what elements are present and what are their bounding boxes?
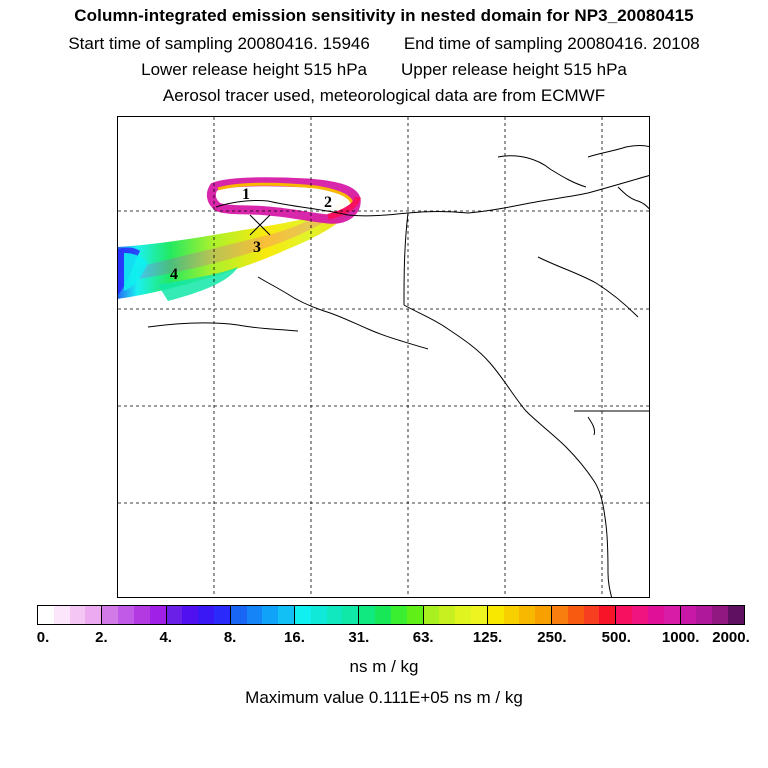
map-panel: 1 2 3 4: [117, 116, 650, 598]
colorbar-swatch: [439, 606, 456, 624]
colorbar-swatch: [712, 606, 728, 624]
colorbar-tick-label: 8.: [223, 629, 237, 646]
marker-4: 4: [170, 266, 178, 283]
release-heights: Lower release height 515 hPa Upper releas…: [0, 60, 768, 80]
colorbar-swatch: [375, 606, 391, 624]
colorbar-tick-label: 2.: [95, 629, 108, 646]
colorbar-tick-label: 0.: [36, 629, 50, 646]
colorbar-swatch: [470, 606, 488, 624]
colorbar-tick-labels: 0. 2. 4. 8. 16. 31. 63. 125. 250. 500. 1000. 2000.: [0, 629, 768, 649]
upper-release-label: Upper release height 515 hPa: [401, 60, 627, 79]
graticule: [118, 117, 649, 597]
colorbar-tick-label: 31.: [348, 629, 370, 646]
release-point-marker: [249, 214, 271, 236]
plume-loop-tail: [327, 196, 361, 220]
colorbar-swatch: [295, 606, 311, 624]
page-title: Column-integrated emission sensitivity i…: [74, 6, 694, 25]
colorbar-swatch: [616, 606, 633, 624]
colorbar-swatch: [278, 606, 295, 624]
max-value-label: Maximum value 0.111E+05 ns m / kg: [245, 688, 523, 707]
colorbar-swatch: [487, 606, 504, 624]
colorbar-swatch: [696, 606, 713, 624]
start-time-label: Start time of sampling 20080416. 15946: [68, 34, 370, 53]
colorbar-unit-label: ns m / kg: [349, 657, 419, 676]
sampling-times: Start time of sampling 20080416. 15946 En…: [0, 34, 768, 54]
lower-release-label: Lower release height 515 hPa: [141, 60, 367, 79]
colorbar-swatch: [519, 606, 536, 624]
tracer-note: Aerosol tracer used, meteorological data…: [162, 86, 606, 105]
colorbar-swatch: [632, 606, 648, 624]
colorbar-tick-label: 63.: [412, 629, 434, 646]
colorbar: [37, 605, 745, 625]
marker-1: 1: [242, 186, 250, 203]
colorbar-swatch: [552, 606, 568, 624]
marker-3: 3: [253, 239, 261, 256]
colorbar-swatch: [647, 606, 664, 624]
coastlines: [147, 145, 649, 597]
colorbar-swatch: [567, 606, 584, 624]
colorbar-swatch: [326, 606, 343, 624]
colorbar-tick-label: 4.: [159, 629, 172, 646]
colorbar-swatch: [166, 606, 183, 624]
colorbar-swatch: [583, 606, 600, 624]
colorbar-swatch: [423, 606, 440, 624]
colorbar-swatch: [455, 606, 471, 624]
colorbar-swatch: [38, 606, 54, 624]
end-time-label: End time of sampling 20080416. 20108: [403, 34, 700, 53]
colorbar-swatch: [390, 606, 407, 624]
marker-2: 2: [324, 194, 332, 211]
colorbar-swatch: [85, 606, 103, 624]
colorbar-swatch: [503, 606, 520, 624]
colorbar-swatch: [149, 606, 167, 624]
map-canvas: 1 2 3 4: [118, 117, 649, 597]
colorbar-tick-label: 250.: [537, 629, 567, 646]
colorbar-swatch: [102, 606, 119, 624]
colorbar-swatch: [213, 606, 231, 624]
colorbar-swatch: [262, 606, 279, 624]
colorbar-swatch: [182, 606, 199, 624]
colorbar-tick-label: 16.: [284, 629, 305, 646]
colorbar-tick-label: 500.: [601, 629, 631, 646]
colorbar-tick-label: 2000.: [712, 629, 750, 646]
colorbar-swatch: [359, 606, 376, 624]
colorbar-swatch: [230, 606, 247, 624]
plume-loop-inner: [229, 190, 337, 209]
colorbar-swatch: [133, 606, 150, 624]
colorbar-swatch: [118, 606, 134, 624]
colorbar-swatch: [599, 606, 617, 624]
colorbar-swatch: [535, 606, 552, 624]
colorbar-swatch: [342, 606, 360, 624]
colorbar-swatch: [310, 606, 327, 624]
colorbar-tick-label: 125.: [472, 629, 503, 646]
colorbar-swatch: [680, 606, 697, 624]
plume-core: [138, 199, 348, 279]
plume-west-cyan: [124, 253, 148, 291]
colorbar-swatch: [406, 606, 424, 624]
colorbar-swatch: [53, 606, 70, 624]
colorbar-swatch: [727, 606, 744, 624]
colorbar-swatch: [198, 606, 214, 624]
colorbar-swatch: [246, 606, 263, 624]
plume-band: [118, 189, 356, 299]
colorbar-swatch: [663, 606, 681, 624]
plume-south-fringe: [158, 267, 238, 301]
colorbar-swatch: [69, 606, 86, 624]
plume-loop-rim: [217, 182, 354, 208]
colorbar-tick-label: 1000.: [661, 629, 700, 646]
